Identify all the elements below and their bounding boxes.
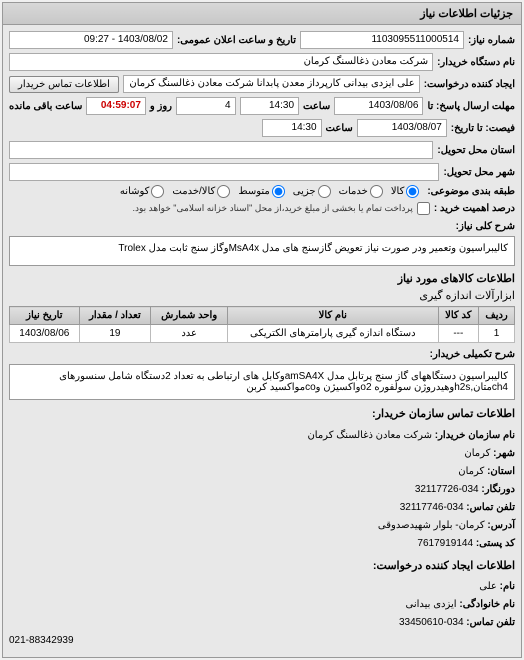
announce-label: تاریخ و ساعت اعلان عمومی: <box>177 35 296 46</box>
th-qty: تعداد / مقدار <box>79 307 151 325</box>
radio-kala-khedmat[interactable]: کالا/خدمت <box>172 185 230 198</box>
radio-motavaset-input[interactable] <box>272 185 285 198</box>
th-unit: واحد شمارش <box>151 307 228 325</box>
address-label: آدرس: <box>487 520 515 531</box>
buy-importance-label: درصد اهمیت خرید : <box>434 203 515 214</box>
days-remaining-field: 4 <box>176 97 236 115</box>
org-name-label: نام سازمان خریدار: <box>435 430 515 441</box>
requester-label: ایجاد کننده درخواست: <box>424 79 515 90</box>
family: ایزدی بیدانی <box>405 599 456 610</box>
remaining-label: ساعت باقی مانده <box>9 101 82 112</box>
tel2-label: تلفن تماس: <box>466 617 515 628</box>
measure-label: ابزارآلات اندازه گیری <box>419 289 515 302</box>
family-label: نام خانوادگی: <box>459 599 515 610</box>
fax: 034-32117726 <box>415 484 479 495</box>
buy-importance-checkbox[interactable] <box>417 202 430 215</box>
details-panel: جزئیات اطلاعات نیاز شماره نیاز: 11030955… <box>2 2 522 658</box>
main-desc-label: شرح کلی نیاز: <box>456 221 515 232</box>
province-label: استان: <box>487 466 515 477</box>
address: کرمان- بلوار شهیدصدوقی <box>378 520 485 531</box>
org-name: شرکت معادن ذغالسنگ کرمان <box>307 430 432 441</box>
contact-section: اطلاعات تماس سازمان خریدار: نام سازمان خ… <box>9 406 515 649</box>
city-field <box>9 163 439 181</box>
province: کرمان <box>458 466 484 477</box>
city2-label: شهر: <box>493 448 515 459</box>
group-label: طبقه بندی موضوعی: <box>427 186 515 197</box>
th-name: نام کالا <box>228 307 438 325</box>
radio-joze-input[interactable] <box>318 185 331 198</box>
tel2: 034-33450610 <box>399 617 464 628</box>
requester-field: علی ایزدی بیدانی کارپرداز معدن پابدانا ش… <box>123 75 420 93</box>
td-unit: عدد <box>151 325 228 343</box>
detail-desc-box: کالیبراسیون دستگاههای گاز سنج پرتابل مدل… <box>9 364 515 400</box>
table-header-row: ردیف کد کالا نام کالا واحد شمارش تعداد /… <box>10 307 515 325</box>
radio-koshane[interactable]: کوشانه <box>120 185 165 198</box>
contact-title: اطلاعات تماس سازمان خریدار: <box>9 406 515 424</box>
deadline-time-field: 14:30 <box>240 97 300 115</box>
days-label: روز و <box>150 101 172 112</box>
td-code: --- <box>438 325 479 343</box>
deadline-label: مهلت ارسال پاسخ: تا <box>427 101 515 112</box>
buyer-device-label: نام دستگاه خریدار: <box>437 57 515 68</box>
contact-buyer-button[interactable]: اطلاعات تماس خریدار <box>9 76 119 93</box>
goods-section-title: اطلاعات کالاهای مورد نیاز <box>9 272 515 285</box>
footer-tel: 021-88342939 <box>9 633 515 649</box>
delivery-label: فیصت: تا تاریخ: <box>451 123 515 134</box>
radio-khadamat[interactable]: خدمات <box>339 185 383 198</box>
need-number-label: شماره نیاز: <box>468 35 515 46</box>
radio-kala-input[interactable] <box>406 185 419 198</box>
city2: کرمان <box>464 448 490 459</box>
panel-header: جزئیات اطلاعات نیاز <box>3 3 521 25</box>
time-label-2: ساعت <box>326 123 353 134</box>
td-qty: 19 <box>79 325 151 343</box>
radio-kala[interactable]: کالا <box>391 185 420 198</box>
radio-motavaset[interactable]: متوسط <box>238 185 284 198</box>
requester2-title: اطلاعات ایجاد کننده درخواست: <box>9 558 515 576</box>
main-desc-box: کالیبراسیون وتعمیر ودر صورت نیاز تعویض گ… <box>9 236 515 266</box>
tel: 034-32117746 <box>400 502 464 513</box>
announce-field: 1403/08/02 - 09:27 <box>9 31 173 49</box>
radio-khadamat-input[interactable] <box>370 185 383 198</box>
need-number-field: 1103095511000514 <box>300 31 464 49</box>
radio-koshane-input[interactable] <box>151 185 164 198</box>
table-row[interactable]: 1 --- دستگاه اندازه گیری پارامترهای الکت… <box>10 325 515 343</box>
location-field <box>9 141 433 159</box>
radio-joze[interactable]: جزیی <box>293 185 331 198</box>
th-row: ردیف <box>479 307 515 325</box>
panel-body: شماره نیاز: 1103095511000514 تاریخ و ساع… <box>3 25 521 657</box>
postal-label: کد پستی: <box>476 538 515 549</box>
td-row: 1 <box>479 325 515 343</box>
detail-desc-label: شرح تکمیلی خریدار: <box>430 349 515 360</box>
th-date: تاریخ نیاز <box>10 307 80 325</box>
name2: علی <box>479 581 497 592</box>
city-label: شهر محل تحویل: <box>443 167 515 178</box>
buyer-device-field: شرکت معادن ذغالسنگ کرمان <box>9 53 433 71</box>
fax-label: دورنگار: <box>481 484 515 495</box>
td-name: دستگاه اندازه گیری پارامترهای الکتریکی <box>228 325 438 343</box>
delivery-time-field: 14:30 <box>262 119 322 137</box>
deadline-date-field: 1403/08/06 <box>334 97 423 115</box>
location-label: استان محل تحویل: <box>437 145 515 156</box>
buy-note: پرداخت تمام یا بخشی از مبلغ خرید،از محل … <box>132 203 412 214</box>
radio-kk-input[interactable] <box>217 185 230 198</box>
countdown-timer: 04:59:07 <box>86 97 146 115</box>
td-date: 1403/08/06 <box>10 325 80 343</box>
time-label-1: ساعت <box>303 101 330 112</box>
tel-label: تلفن تماس: <box>466 502 515 513</box>
postal: 7617919144 <box>417 538 473 549</box>
goods-table: ردیف کد کالا نام کالا واحد شمارش تعداد /… <box>9 306 515 343</box>
panel-title: جزئیات اطلاعات نیاز <box>420 8 513 20</box>
th-code: کد کالا <box>438 307 479 325</box>
delivery-date-field: 1403/08/07 <box>357 119 447 137</box>
name2-label: نام: <box>500 581 515 592</box>
